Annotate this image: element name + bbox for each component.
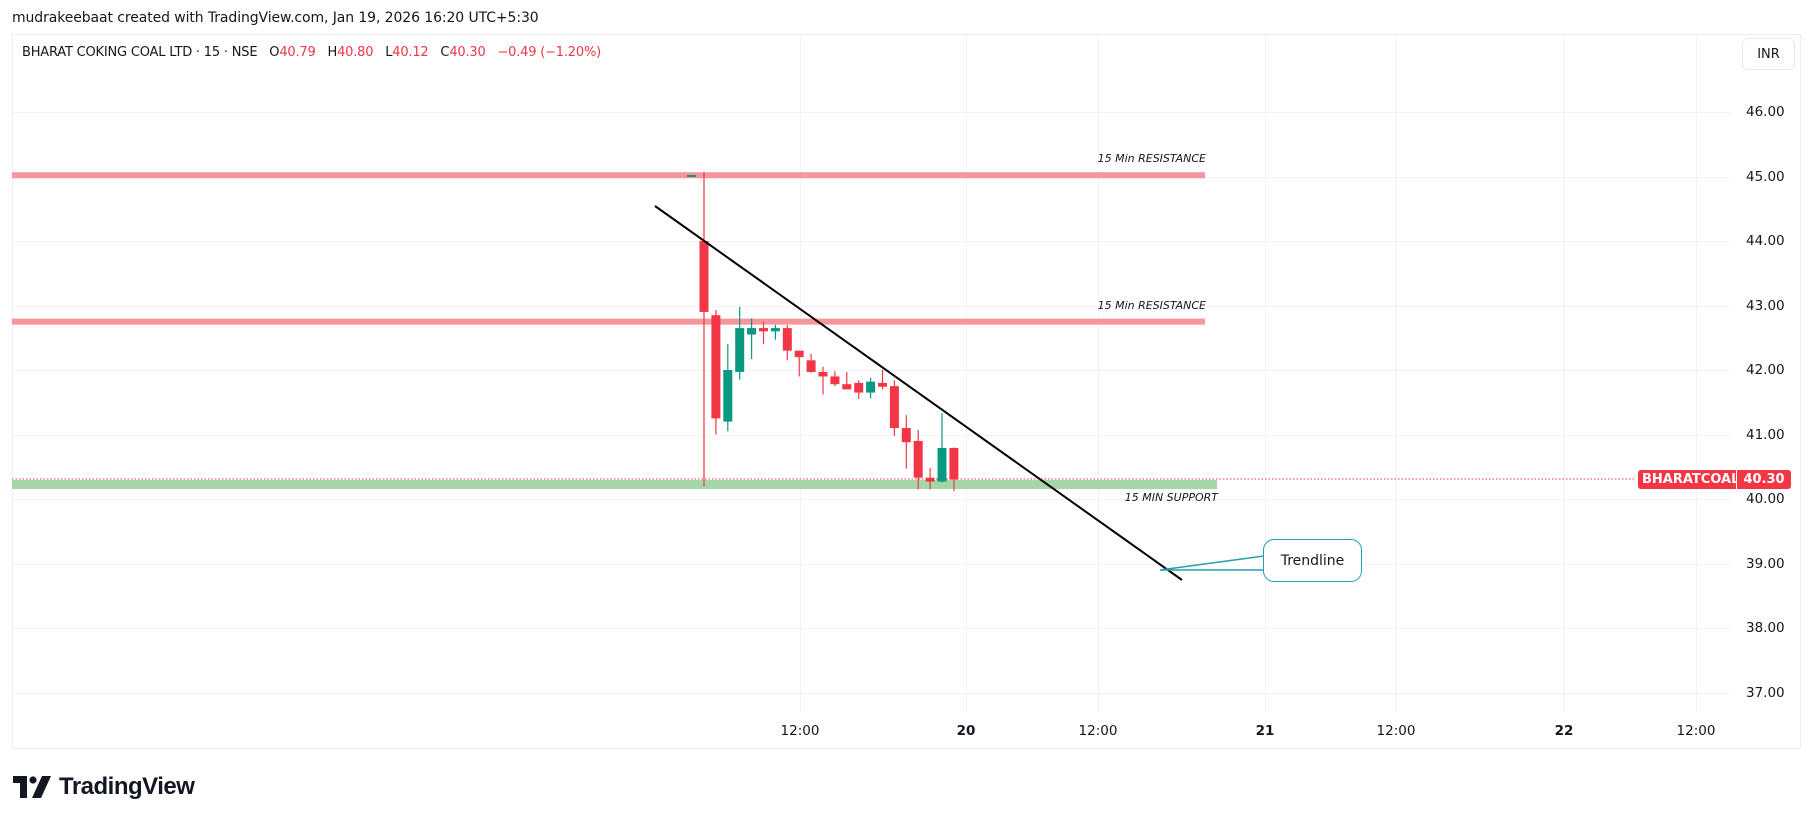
candle[interactable] (889, 380, 899, 436)
resistance-1-label: 15 Min RESISTANCE (1097, 152, 1206, 165)
time-tick: 21 (1255, 723, 1275, 739)
candle[interactable] (854, 380, 864, 400)
candle[interactable] (878, 370, 887, 390)
candle[interactable] (913, 429, 923, 490)
candles (687, 171, 959, 492)
candle-marker (687, 175, 696, 177)
support-band[interactable] (12, 480, 1217, 489)
callout-pointer (1159, 555, 1265, 571)
price-tick: 45.00 (1746, 168, 1785, 185)
chart-frame[interactable] (12, 34, 1801, 749)
candle[interactable] (818, 366, 828, 395)
candle[interactable] (782, 324, 792, 361)
grid-lines (12, 35, 1730, 712)
price-tick: 41.00 (1746, 426, 1785, 443)
open-label: O (269, 45, 280, 60)
tradingview-logo-icon (13, 776, 51, 798)
candle[interactable] (866, 377, 876, 399)
candle[interactable] (830, 371, 840, 387)
price-tick: 42.00 (1746, 362, 1785, 378)
candle[interactable] (770, 324, 780, 340)
price-tick: 39.00 (1746, 555, 1785, 572)
close-label: C (440, 45, 450, 60)
time-tick: 20 (956, 723, 976, 739)
support-label: 15 MIN SUPPORT (1124, 491, 1218, 504)
price-tick: 46.00 (1746, 104, 1785, 120)
candle[interactable] (711, 310, 721, 435)
price-tick: 44.00 (1746, 233, 1785, 249)
trendline-callout[interactable]: Trendline (1263, 539, 1362, 582)
level-lines (12, 172, 1217, 489)
time-tick: 22 (1554, 723, 1574, 739)
ticker-tag: BHARATCOAL (1638, 470, 1739, 489)
candle[interactable] (901, 415, 911, 469)
close-value: 40.30 (449, 45, 486, 60)
candle[interactable] (735, 306, 745, 380)
resistance-line[interactable] (12, 318, 1205, 325)
candle[interactable] (747, 318, 757, 360)
time-tick: 12:00 (1676, 723, 1716, 739)
high-label: H (327, 45, 338, 60)
price-tick: 38.00 (1746, 620, 1785, 636)
candle[interactable] (949, 447, 959, 492)
candle[interactable] (925, 468, 935, 490)
tradingview-logo[interactable]: TradingView (13, 773, 195, 801)
price-tick: 40.00 (1746, 491, 1785, 507)
price-tick: 43.00 (1746, 297, 1785, 314)
change-value: −0.49 (−1.20%) (497, 45, 601, 60)
candle[interactable] (699, 171, 709, 487)
brand-name: TradingView (59, 773, 195, 800)
symbol-label: BHARAT COKING COAL LTD · 15 · NSE (22, 45, 258, 60)
price-tick: 37.00 (1746, 684, 1785, 701)
high-value: 40.80 (337, 45, 374, 60)
low-label: L (385, 45, 393, 60)
time-tick: 12:00 (780, 723, 820, 739)
candle[interactable] (842, 371, 852, 390)
chart-legend: BHARAT COKING COAL LTD · 15 · NSE O40.79… (22, 45, 601, 60)
candle[interactable] (806, 353, 816, 373)
attribution-text: mudrakeebaat created with TradingView.co… (12, 10, 539, 26)
resistance-line[interactable] (12, 172, 1205, 179)
candle[interactable] (937, 413, 947, 483)
time-tick: 12:00 (1078, 723, 1118, 739)
time-tick: 12:00 (1376, 723, 1416, 739)
trendline (654, 205, 1183, 581)
open-value: 40.79 (279, 45, 316, 60)
candle[interactable] (759, 321, 768, 345)
last-price-tag: BHARATCOAL 40.30 (1638, 470, 1791, 489)
currency-button[interactable]: INR (1742, 38, 1795, 70)
resistance-2-label: 15 Min RESISTANCE (1097, 299, 1206, 312)
price-value-tag: 40.30 (1737, 470, 1791, 489)
candle[interactable] (794, 350, 804, 377)
candle[interactable] (723, 344, 733, 432)
low-value: 40.12 (392, 45, 429, 60)
